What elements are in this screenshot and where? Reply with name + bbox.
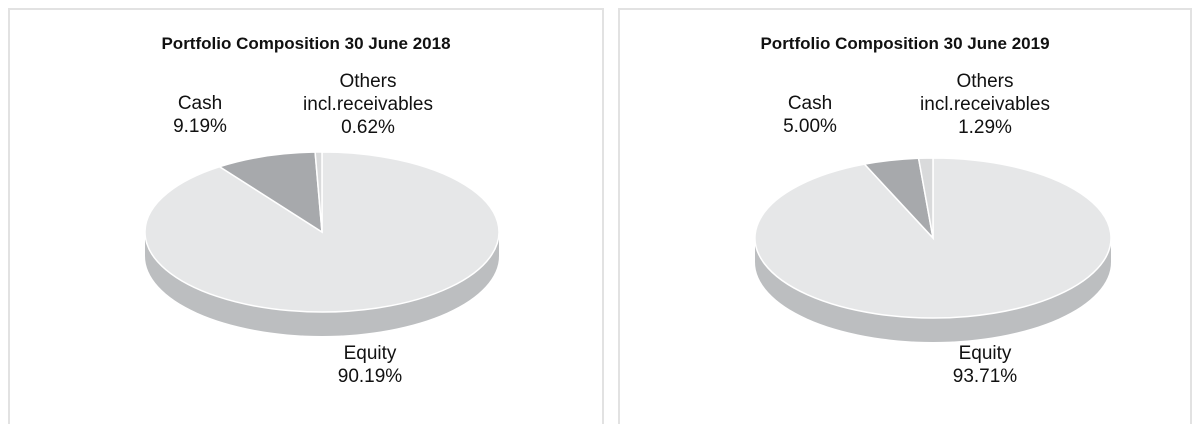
pie-slice [917,157,934,239]
pie-slice [217,151,323,234]
slice-category: Cash [177,93,223,114]
slice-label: Cash 5.00% [720,92,900,138]
slice-label: Others incl.receivables 0.62% [278,70,458,139]
slice-value: 0.62% [341,117,395,138]
panel [8,8,604,424]
slice-label: Others incl.receivables 1.29% [895,70,1075,139]
slice-label: Cash 9.19% [110,92,290,138]
panel [618,8,1192,424]
slice-value: 9.19% [173,116,227,137]
slice-category: Cash [787,93,833,114]
chart-title: Portfolio Composition 30 June 2018 [161,34,451,53]
chart-title: Portfolio Composition 30 June 2019 [760,34,1050,53]
pie-slice [314,151,323,233]
slice-label: Equity 90.19% [280,342,460,388]
slice-value: 93.71% [952,366,1018,387]
slice-category: Others incl.receivables [303,71,433,115]
slice-value: 1.29% [958,117,1012,138]
slice-category: Equity [343,343,397,364]
slice-category: Equity [958,343,1012,364]
slice-value: 90.19% [337,366,403,387]
slice-label: Equity 93.71% [895,342,1075,388]
slice-category: Others incl.receivables [920,71,1050,115]
slice-value: 5.00% [783,116,837,137]
